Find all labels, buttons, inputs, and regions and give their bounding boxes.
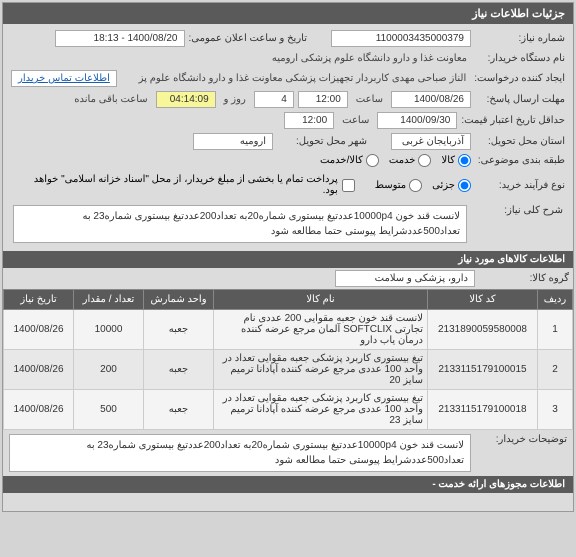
table-cell: 10000 bbox=[74, 310, 144, 350]
table-row: 22133115179100015تیغ بیستوری کاربرد پزشک… bbox=[4, 350, 573, 390]
treasury-checkbox[interactable] bbox=[342, 179, 355, 192]
days-value: 4 bbox=[254, 91, 294, 108]
table-row: 32133115179100018تیغ بیستوری کاربرد پزشک… bbox=[4, 390, 573, 430]
table-cell: 1400/08/26 bbox=[4, 310, 74, 350]
org-value: معاونت غذا و دارو دانشگاه علوم پزشکی ارو… bbox=[268, 51, 471, 66]
radio-goods-service[interactable] bbox=[366, 154, 379, 167]
time-label-1: ساعت bbox=[352, 92, 387, 107]
deadline-time: 12:00 bbox=[298, 91, 348, 108]
pub-date-label: تاریخ و ساعت اعلان عمومی: bbox=[189, 33, 308, 44]
radio-goods-label: کالا bbox=[441, 155, 455, 166]
table-cell: تیغ بیستوری کاربرد پزشکی جعبه مقوایی تعد… bbox=[214, 390, 428, 430]
table-cell: 1 bbox=[538, 310, 573, 350]
group-label: گروه کالا: bbox=[479, 273, 569, 284]
col-code: کد کالا bbox=[428, 290, 538, 310]
main-desc-text: لانست قند خون 10000p4عددتیغ بیستوری شمار… bbox=[13, 205, 467, 243]
permits-header: اطلاعات مجوزهای ارائه خدمت - bbox=[3, 476, 573, 493]
table-cell: تیغ بیستوری کاربرد پزشکی جعبه مقوایی تعد… bbox=[214, 350, 428, 390]
table-cell: 3 bbox=[538, 390, 573, 430]
items-table: ردیف کد کالا نام کالا واحد شمارش تعداد /… bbox=[3, 289, 573, 430]
buyer-note-label: توضیحات خریدار: bbox=[477, 434, 567, 445]
radio-medium[interactable] bbox=[409, 179, 422, 192]
time-label-2: ساعت bbox=[338, 113, 373, 128]
valid-time: 12:00 bbox=[284, 112, 334, 129]
radio-partial[interactable] bbox=[458, 179, 471, 192]
table-cell: 2131890059580008 bbox=[428, 310, 538, 350]
main-desc-label: شرح کلی نیاز: bbox=[473, 205, 563, 216]
col-date: تاریخ نیاز bbox=[4, 290, 74, 310]
table-cell: 1400/08/26 bbox=[4, 350, 74, 390]
deadline-date: 1400/08/26 bbox=[391, 91, 471, 108]
col-unit: واحد شمارش bbox=[144, 290, 214, 310]
panel-title: جزئیات اطلاعات نیاز bbox=[3, 3, 573, 24]
valid-label: حداقل تاریخ اعتبار قیمت: bbox=[461, 115, 565, 126]
checkbox-label: پرداخت تمام یا بخشی از مبلغ خریدار، از م… bbox=[17, 174, 338, 196]
table-cell: لانست قند خون جعبه مقوایی 200 عددی نام ت… bbox=[214, 310, 428, 350]
creator-value: الناز صباحی مهدی کاربردار تجهیزات پزشکی … bbox=[121, 71, 470, 86]
col-row: ردیف bbox=[538, 290, 573, 310]
city-value: ارومیه bbox=[193, 133, 273, 150]
main-panel: جزئیات اطلاعات نیاز شماره نیاز: 11000034… bbox=[2, 2, 574, 512]
group-value: دارو، پزشکی و سلامت bbox=[335, 270, 475, 287]
process-label: نوع فرآیند خرید: bbox=[475, 180, 565, 191]
radio-goods[interactable] bbox=[458, 154, 471, 167]
province-value: آذربایجان غربی bbox=[391, 133, 471, 150]
table-cell: جعبه bbox=[144, 310, 214, 350]
table-cell: 500 bbox=[74, 390, 144, 430]
contact-link[interactable]: اطلاعات تماس خریدار bbox=[11, 70, 117, 87]
remain-value: 04:14:09 bbox=[156, 91, 216, 108]
province-label: استان محل تحویل: bbox=[475, 136, 565, 147]
col-qty: تعداد / مقدار bbox=[74, 290, 144, 310]
permits-body bbox=[3, 493, 573, 511]
class-label: طبقه بندی موضوعی: bbox=[475, 155, 565, 166]
org-label: نام دستگاه خریدار: bbox=[475, 53, 565, 64]
table-cell: 2 bbox=[538, 350, 573, 390]
table-cell: جعبه bbox=[144, 390, 214, 430]
radio-service[interactable] bbox=[418, 154, 431, 167]
class-radio-group: کالا خدمت کالا/خدمت bbox=[320, 154, 471, 167]
need-no-value: 1100003435000379 bbox=[331, 30, 471, 47]
process-radio-group: جزئی متوسط bbox=[375, 179, 471, 192]
table-cell: 2133115179100018 bbox=[428, 390, 538, 430]
table-cell: 2133115179100015 bbox=[428, 350, 538, 390]
table-cell: 200 bbox=[74, 350, 144, 390]
table-row: 12131890059580008لانست قند خون جعبه مقوا… bbox=[4, 310, 573, 350]
deadline-label: مهلت ارسال پاسخ: bbox=[475, 94, 565, 105]
radio-medium-label: متوسط bbox=[375, 180, 406, 191]
radio-goods-service-label: کالا/خدمت bbox=[320, 155, 363, 166]
remain-label: ساعت باقی مانده bbox=[70, 92, 151, 107]
buyer-note-text: لانست قند خون 10000p4عددتیغ بیستوری شمار… bbox=[9, 434, 471, 472]
creator-label: ایجاد کننده درخواست: bbox=[474, 73, 565, 84]
need-no-label: شماره نیاز: bbox=[475, 33, 565, 44]
days-label: روز و bbox=[220, 92, 250, 107]
city-label: شهر محل تحویل: bbox=[277, 136, 367, 147]
col-name: نام کالا bbox=[214, 290, 428, 310]
items-header: اطلاعات کالاهای مورد نیاز bbox=[3, 251, 573, 268]
radio-partial-label: جزئی bbox=[432, 180, 455, 191]
form-section: شماره نیاز: 1100003435000379 تاریخ و ساع… bbox=[3, 24, 573, 251]
pub-date-value: 1400/08/20 - 18:13 bbox=[55, 30, 185, 47]
radio-service-label: خدمت bbox=[389, 155, 416, 166]
valid-date: 1400/09/30 bbox=[377, 112, 457, 129]
table-cell: 1400/08/26 bbox=[4, 390, 74, 430]
table-cell: جعبه bbox=[144, 350, 214, 390]
